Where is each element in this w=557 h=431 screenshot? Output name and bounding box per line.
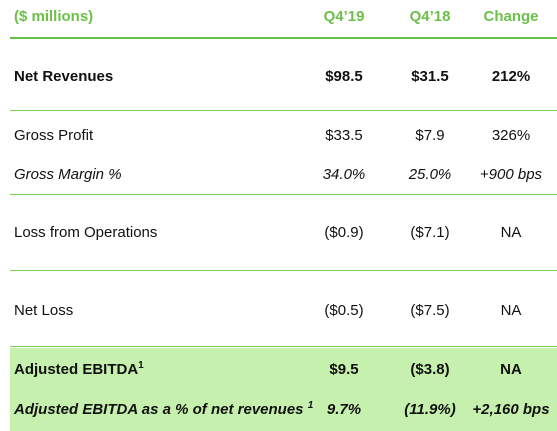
row-label: Adjusted EBITDA1 <box>14 360 144 379</box>
table-header: ($ millions) Q4’19 Q4’18 Change <box>0 0 557 36</box>
divider <box>10 270 557 271</box>
value-change: NA <box>500 302 522 319</box>
value-change: +900 bps <box>479 166 543 183</box>
header-units-label: ($ millions) <box>14 8 94 25</box>
row-label-text: Adjusted EBITDA <box>14 361 139 378</box>
divider <box>10 346 557 347</box>
value-q418: 25.0% <box>408 166 452 183</box>
footnote-marker: 1 <box>307 400 314 411</box>
header-q418: Q4’18 <box>409 8 451 25</box>
value-q419: ($0.5) <box>324 302 364 319</box>
header-q419: Q4’19 <box>323 8 365 25</box>
value-q419: 9.7% <box>326 401 362 418</box>
value-change: NA <box>500 361 522 378</box>
footnote-marker: 1 <box>138 360 144 371</box>
row-gross-profit: Gross Profit $33.5 $7.9 326% <box>0 123 557 147</box>
row-net-loss: Net Loss ($0.5) ($7.5) NA <box>0 298 557 322</box>
value-change: NA <box>500 224 522 241</box>
value-q419: 34.0% <box>322 166 366 183</box>
row-label: Gross Profit <box>14 127 94 144</box>
row-adjusted-ebitda-margin: Adjusted EBITDA as a % of net revenues 1… <box>0 397 557 421</box>
row-label: Loss from Operations <box>14 224 158 241</box>
value-change: 212% <box>491 68 531 85</box>
value-q418: ($3.8) <box>410 361 450 378</box>
highlight-band <box>10 348 557 431</box>
value-change: +2,160 bps <box>472 401 550 418</box>
row-net-revenues: Net Revenues $98.5 $31.5 212% <box>0 64 557 88</box>
value-q418: $7.9 <box>415 127 445 144</box>
row-label: Net Loss <box>14 302 74 319</box>
row-label-text: Adjusted EBITDA as a % of net revenues <box>14 401 308 418</box>
row-gross-margin: Gross Margin % 34.0% 25.0% +900 bps <box>0 162 557 186</box>
value-q418: (11.9%) <box>404 401 456 418</box>
value-q419: $98.5 <box>325 68 363 85</box>
divider <box>10 194 557 195</box>
value-q418: ($7.5) <box>410 302 450 319</box>
row-loss-from-operations: Loss from Operations ($0.9) ($7.1) NA <box>0 220 557 244</box>
divider <box>10 110 557 111</box>
value-q419: $33.5 <box>325 127 363 144</box>
header-change: Change <box>483 8 539 25</box>
row-label: Adjusted EBITDA as a % of net revenues 1 <box>14 400 314 419</box>
value-q418: ($7.1) <box>410 224 450 241</box>
value-change: 326% <box>491 127 531 144</box>
row-adjusted-ebitda: Adjusted EBITDA1 $9.5 ($3.8) NA <box>0 357 557 381</box>
row-label: Gross Margin % <box>14 166 122 183</box>
value-q419: ($0.9) <box>324 224 364 241</box>
value-q419: $9.5 <box>329 361 359 378</box>
header-divider <box>10 37 557 39</box>
row-label: Net Revenues <box>14 68 114 85</box>
value-q418: $31.5 <box>411 68 449 85</box>
